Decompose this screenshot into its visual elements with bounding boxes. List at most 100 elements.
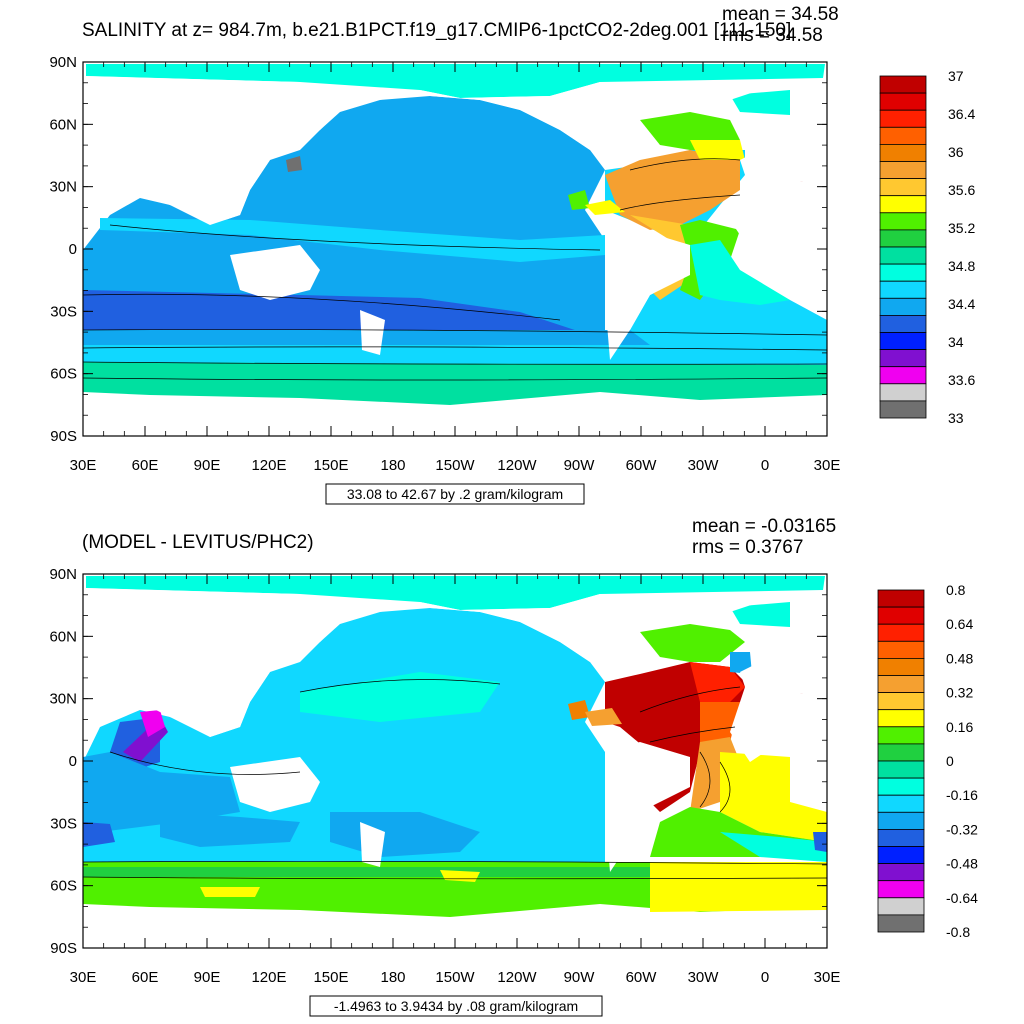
colorbar-swatch xyxy=(877,743,925,762)
colorbar-swatch xyxy=(879,126,927,145)
lon-tick-label: 60W xyxy=(626,969,658,986)
colorbar-swatch xyxy=(877,606,925,625)
lat-tick-label: 60N xyxy=(49,628,77,645)
map-axes: 90N 60N 30N 0 30S 60S 90S 30E 60E 90E 120E 150E 180 1… xyxy=(49,566,840,986)
land-mask xyxy=(83,76,825,360)
colorbar-label: 36 xyxy=(948,144,964,160)
colorbar-label: 33.6 xyxy=(948,372,975,388)
lon-tick-label: 30E xyxy=(814,969,841,986)
contour-range-label: 33.08 to 42.67 by .2 gram/kilogram xyxy=(347,486,563,502)
colorbar-swatch xyxy=(879,349,927,368)
colorbar-swatch xyxy=(877,794,925,813)
colorbar-label: -0.16 xyxy=(946,787,978,803)
colorbar-swatch xyxy=(877,863,925,882)
colorbar-swatch xyxy=(879,161,927,180)
colorbar-swatch xyxy=(879,400,927,419)
lon-tick-label: 120E xyxy=(251,969,286,986)
lon-tick-label: 150W xyxy=(435,969,475,986)
colorbar-swatch xyxy=(877,675,925,694)
lat-tick-label: 30S xyxy=(50,303,77,320)
colorbar-swatch xyxy=(879,297,927,316)
lat-tick-label: 90N xyxy=(49,54,77,71)
colorbar-swatch xyxy=(877,640,925,659)
colorbar-swatch xyxy=(879,109,927,128)
colorbar-swatch xyxy=(877,692,925,711)
lon-tick-label: 30W xyxy=(688,457,720,474)
rms-readout: rms = 34.58 xyxy=(722,25,823,46)
lon-tick-label: 60E xyxy=(132,457,159,474)
lon-tick-label: 90E xyxy=(194,457,221,474)
colorbar-label: 35.6 xyxy=(948,182,975,198)
colorbar-label: 34.8 xyxy=(948,258,975,274)
colorbar-label: 0.48 xyxy=(946,650,973,666)
colorbar-swatch xyxy=(879,92,927,111)
colorbar-label: -0.64 xyxy=(946,890,978,906)
colorbar-swatch xyxy=(877,846,925,865)
lon-tick-label: 60W xyxy=(626,457,658,474)
lon-tick-label: 90W xyxy=(564,457,596,474)
colorbar-swatch xyxy=(877,760,925,779)
mean-readout: mean = 34.58 xyxy=(722,4,839,25)
lon-tick-label: 120E xyxy=(251,457,286,474)
colorbar-swatch xyxy=(879,229,927,248)
colorbar-swatch xyxy=(879,263,927,282)
lat-tick-label: 0 xyxy=(69,753,77,770)
plot-title: SALINITY at z= 984.7m, b.e21.B1PCT.f19_g… xyxy=(82,20,792,41)
colorbar-swatch xyxy=(879,280,927,299)
colorbar-swatch xyxy=(879,314,927,333)
colorbar-swatch xyxy=(877,589,925,608)
lon-tick-label: 90W xyxy=(564,969,596,986)
colorbar-label: 37 xyxy=(948,68,964,84)
colorbar-swatch xyxy=(879,178,927,197)
contour-lines xyxy=(82,158,828,381)
colorbar: 0.8 0.64 0.48 0.32 0.16 0 -0.16 -0.32 -0.48 -0.64… xyxy=(877,582,978,940)
salinity-map-svg: 90N 60N 30N 0 30S 60S 90S 30E 60E 90E 120E 150E 180 1… xyxy=(49,54,975,505)
colorbar-swatch xyxy=(879,366,927,385)
lon-tick-label: 90E xyxy=(194,969,221,986)
colorbar-swatch xyxy=(879,332,927,351)
lat-tick-label: 90S xyxy=(50,940,77,957)
colorbar-swatch xyxy=(879,383,927,402)
colorbar-label: -0.8 xyxy=(946,924,970,940)
colorbar-label: 0.64 xyxy=(946,616,973,632)
lat-tick-label: 0 xyxy=(69,241,77,258)
lat-tick-label: 90S xyxy=(50,428,77,445)
lon-tick-label: 0 xyxy=(761,457,769,474)
lon-tick-label: 30W xyxy=(688,969,720,986)
lat-tick-label: 60S xyxy=(50,878,77,895)
colorbar-label: 33 xyxy=(948,410,964,426)
colorbar-swatch xyxy=(877,709,925,728)
colorbar-label: -0.48 xyxy=(946,856,978,872)
difference-map-svg: 90N 60N 30N 0 30S 60S 90S 30E 60E 90E 120E 150E 180 1… xyxy=(49,566,978,1017)
colorbar-swatch xyxy=(879,143,927,162)
contour-lines xyxy=(82,679,828,880)
colorbar-label: 34.4 xyxy=(948,296,975,312)
ocean-field xyxy=(83,576,827,917)
colorbar-label: 34 xyxy=(948,334,964,350)
colorbar-swatch xyxy=(877,828,925,847)
salinity-panel: SALINITY at z= 984.7m, b.e21.B1PCT.f19_g… xyxy=(49,4,975,505)
colorbar-label: 36.4 xyxy=(948,106,975,122)
lat-tick-label: 30N xyxy=(49,691,77,708)
colorbar-swatch xyxy=(877,657,925,676)
colorbar-swatch xyxy=(877,811,925,830)
lon-tick-label: 30E xyxy=(70,457,97,474)
lon-tick-label: 60E xyxy=(132,969,159,986)
lat-tick-label: 30S xyxy=(50,815,77,832)
lat-tick-label: 90N xyxy=(49,566,77,583)
colorbar: 37 36.4 36 35.6 35.2 34.8 34.4 34 33.6 33 xyxy=(879,68,975,426)
colorbar-swatch xyxy=(879,195,927,214)
land-mask xyxy=(83,588,825,872)
lon-tick-label: 30E xyxy=(814,457,841,474)
colorbar-swatch xyxy=(877,726,925,745)
contour-range-label: -1.4963 to 3.9434 by .08 gram/kilogram xyxy=(334,998,578,1014)
colorbar-swatch xyxy=(877,880,925,899)
colorbar-swatch xyxy=(879,75,927,94)
colorbar-label: 0.16 xyxy=(946,719,973,735)
colorbar-label: -0.32 xyxy=(946,821,978,837)
colorbar-label: 0.32 xyxy=(946,685,973,701)
lon-tick-label: 180 xyxy=(380,457,405,474)
lon-tick-label: 150W xyxy=(435,457,475,474)
lon-tick-label: 150E xyxy=(313,457,348,474)
colorbar-label: 35.2 xyxy=(948,220,975,236)
